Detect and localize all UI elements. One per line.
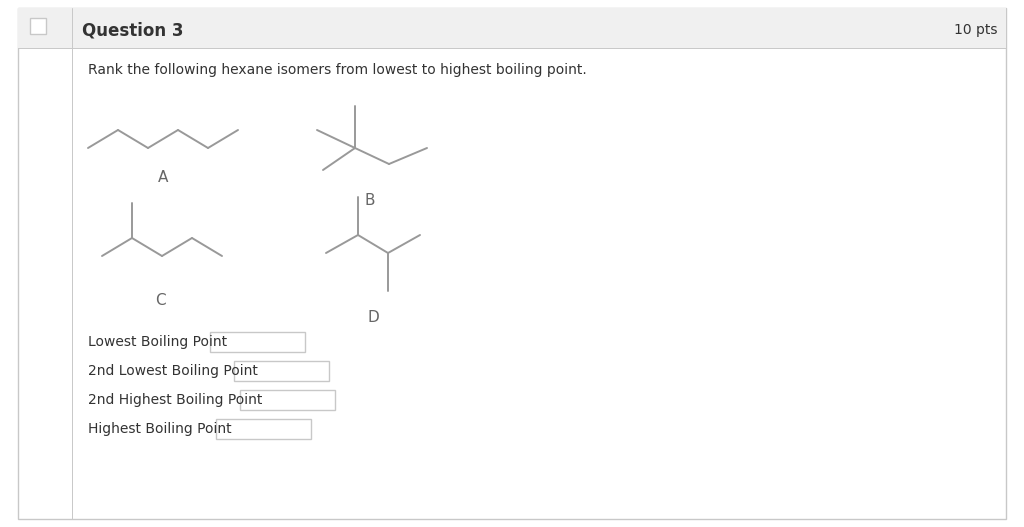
Text: 10 pts: 10 pts [954, 23, 998, 37]
Bar [234, 361, 329, 381]
Text: 2nd Lowest Boiling Point: 2nd Lowest Boiling Point [88, 364, 258, 378]
Bar [210, 332, 305, 352]
Text: B: B [365, 193, 375, 208]
Text: Highest Boiling Point: Highest Boiling Point [88, 422, 231, 436]
Bar [240, 390, 335, 410]
Text: D: D [368, 310, 379, 325]
Text: Question 3: Question 3 [82, 21, 183, 39]
Text: A: A [158, 170, 168, 185]
Bar [30, 18, 46, 34]
Text: Rank the following hexane isomers from lowest to highest boiling point.: Rank the following hexane isomers from l… [88, 63, 587, 77]
Text: C: C [155, 293, 165, 308]
Text: 2nd Highest Boiling Point: 2nd Highest Boiling Point [88, 393, 262, 407]
Bar [18, 8, 1006, 48]
Text: Lowest Boiling Point: Lowest Boiling Point [88, 335, 227, 349]
Bar [216, 419, 311, 439]
